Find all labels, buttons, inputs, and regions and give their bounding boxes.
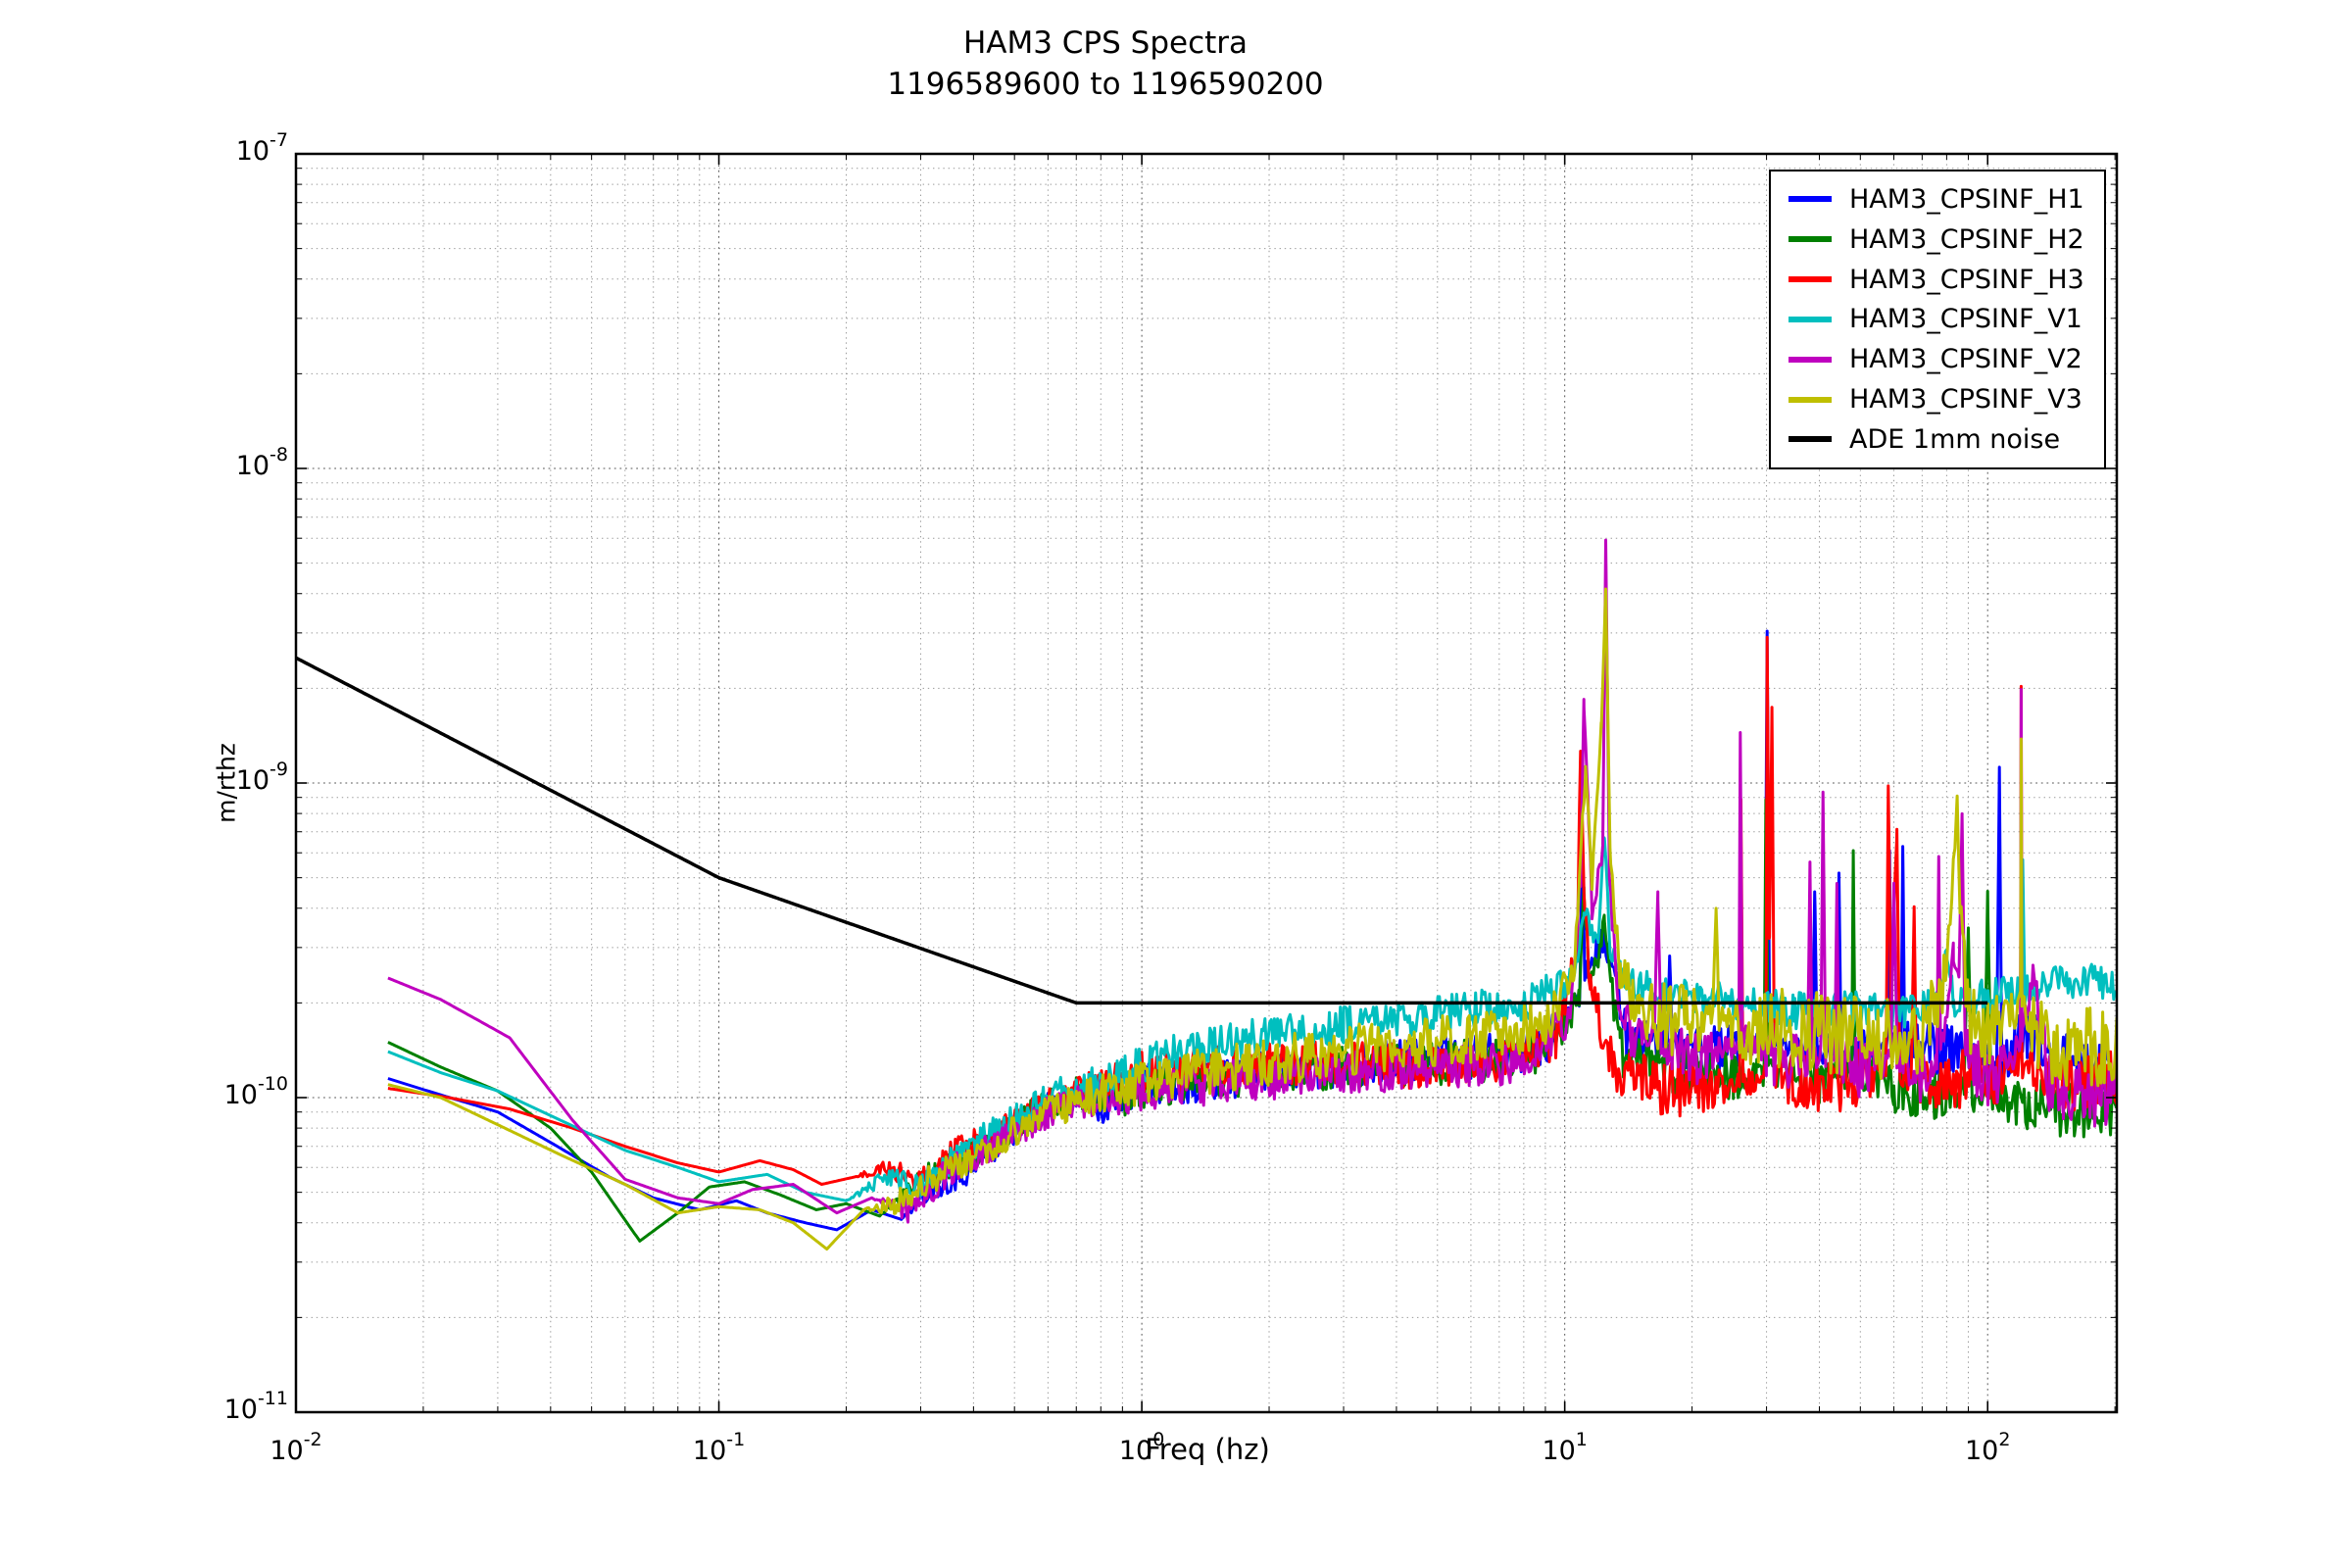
legend-label: ADE 1mm noise xyxy=(1849,423,2061,455)
series-HAM3-CPSINF-H1 xyxy=(387,629,2117,1232)
legend-label: HAM3_CPSINF_V1 xyxy=(1849,304,2082,335)
x-tick-label: 10-2 xyxy=(270,1429,321,1466)
legend-label: HAM3_CPSINF_H1 xyxy=(1849,183,2084,215)
x-tick-label: 100 xyxy=(1119,1429,1164,1466)
legend-item: ADE 1mm noise xyxy=(1788,424,2094,455)
legend-item: HAM3_CPSINF_H3 xyxy=(1788,265,2094,295)
legend-line-swatch xyxy=(1788,236,1832,243)
legend-label: HAM3_CPSINF_V2 xyxy=(1849,344,2082,375)
legend-label: HAM3_CPSINF_V3 xyxy=(1849,384,2082,416)
series-group xyxy=(296,538,2117,1251)
legend-line-swatch xyxy=(1788,436,1832,443)
legend-label: HAM3_CPSINF_H3 xyxy=(1849,264,2084,295)
y-tick-label: 10-10 xyxy=(224,1073,288,1110)
legend-line-swatch xyxy=(1788,276,1832,283)
series-HAM3-CPSINF-V3 xyxy=(387,587,2117,1251)
legend-line-swatch xyxy=(1788,196,1832,203)
chart-title-line2: 1196589600 to 1196590200 xyxy=(887,66,1324,102)
legend-line-swatch xyxy=(1788,316,1832,322)
y-tick-label: 10-11 xyxy=(224,1388,288,1425)
tick-labels: 10-2 10-1 100 101 102 10-7 10-8 10-9 10-10 10-11 xyxy=(224,129,2011,1466)
y-axis-label: m/rthz xyxy=(212,743,241,823)
x-axis-label: Freq (hz) xyxy=(1145,1433,1270,1466)
legend-label: HAM3_CPSINF_H2 xyxy=(1849,223,2084,255)
legend-line-swatch xyxy=(1788,356,1832,363)
legend: HAM3_CPSINF_H1 HAM3_CPSINF_H2 HAM3_CPSIN… xyxy=(1769,170,2106,469)
series-ADE-1mm-noise xyxy=(296,656,1988,1005)
series-HAM3-CPSINF-V2 xyxy=(387,538,2117,1224)
chart-title: HAM3 CPS Spectra 1196589600 to 119659020… xyxy=(887,24,1323,105)
y-tick-label: 10-8 xyxy=(236,444,288,481)
axes-frame xyxy=(294,152,2119,1414)
legend-item: HAM3_CPSINF_V1 xyxy=(1788,304,2094,334)
x-tick-label: 101 xyxy=(1542,1429,1587,1466)
y-tick-label: 10-7 xyxy=(236,129,288,167)
legend-item: HAM3_CPSINF_V3 xyxy=(1788,384,2094,415)
x-tick-label: 10-1 xyxy=(693,1429,745,1466)
legend-item: HAM3_CPSINF_H1 xyxy=(1788,184,2094,215)
legend-item: HAM3_CPSINF_H2 xyxy=(1788,224,2094,255)
y-tick-label: 10-9 xyxy=(236,759,288,796)
chart-title-line1: HAM3 CPS Spectra xyxy=(962,25,1249,61)
legend-line-swatch xyxy=(1788,396,1832,403)
legend-item: HAM3_CPSINF_V2 xyxy=(1788,344,2094,374)
series-HAM3-CPSINF-H3 xyxy=(387,635,2117,1192)
x-tick-label: 102 xyxy=(1965,1429,2010,1466)
